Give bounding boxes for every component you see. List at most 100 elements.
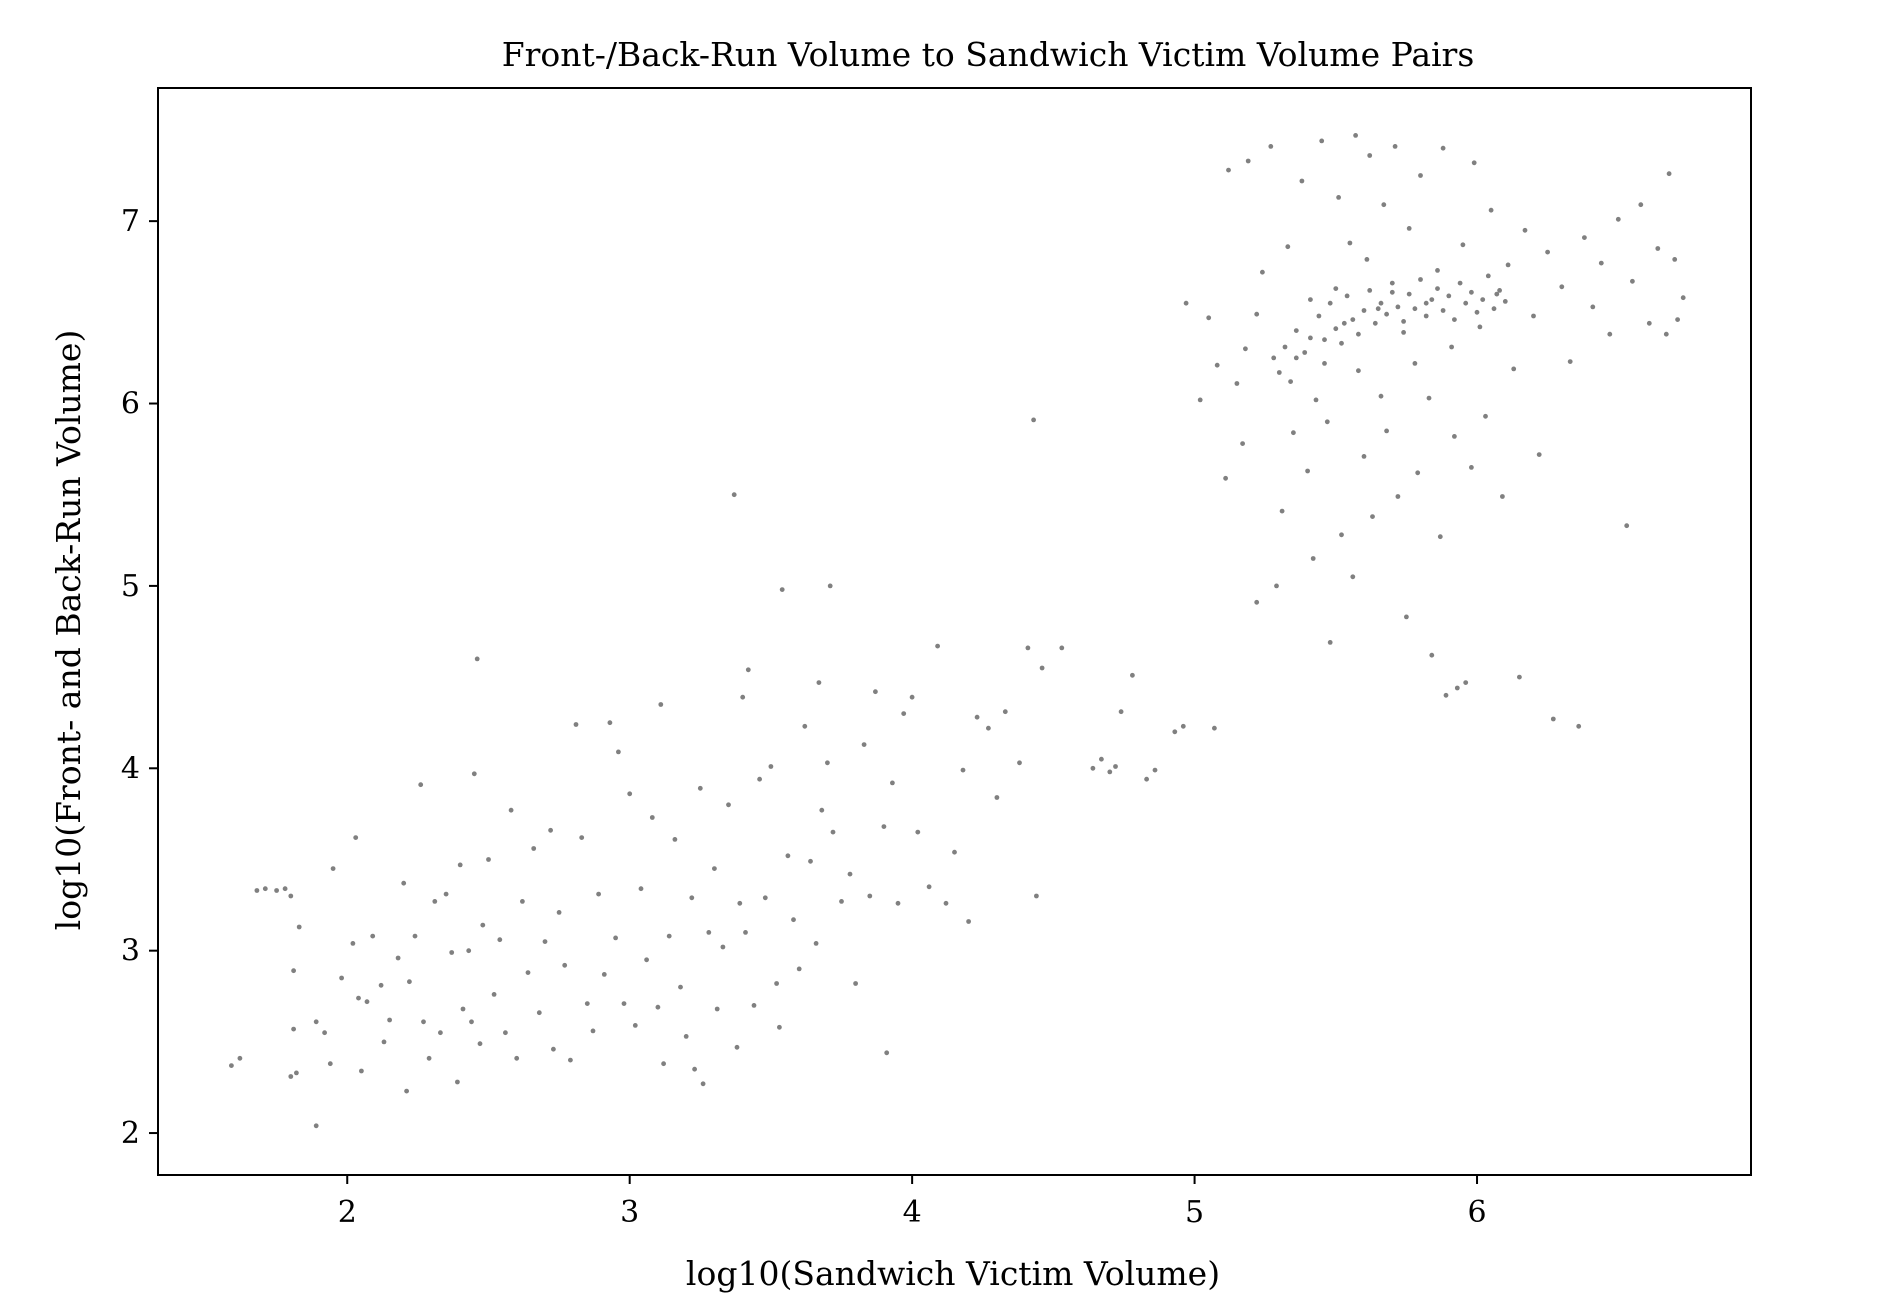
data-point [909,694,915,700]
x-tick-label: 2 [338,1195,357,1230]
data-point [237,1055,243,1061]
data-point [683,1034,689,1039]
data-point [1531,313,1536,319]
data-point [743,930,748,935]
data-point [1559,284,1565,290]
x-tick-label: 5 [1185,1195,1204,1230]
data-point [808,858,813,864]
data-point [1025,645,1031,651]
data-point [1299,178,1305,184]
data-point [313,1019,319,1025]
data-point [438,1030,443,1036]
data-point [1310,556,1316,561]
data-point [387,1017,392,1023]
data-point [288,1074,294,1079]
data-point [1367,288,1373,293]
data-point [296,924,302,930]
x-axis-label: log10(Sandwich Victim Volume) [686,1254,1220,1293]
data-point [627,791,633,797]
y-axis-ticks: 2 3 4 5 6 7 [121,204,158,1151]
data-point [1389,280,1395,286]
data-point [1322,361,1327,366]
data-point [480,922,486,928]
data-point [712,866,717,871]
y-tick-label: 3 [121,934,140,969]
data-point [443,891,449,897]
data-point [1090,765,1096,771]
data-point [1449,344,1454,350]
data-point [796,966,802,972]
data-point [678,984,683,990]
data-point [700,1081,706,1087]
data-point [1375,306,1381,312]
data-point [689,895,695,901]
data-point [1406,226,1412,231]
data-point [1002,709,1008,715]
data-point [1485,273,1491,279]
data-point [508,807,514,813]
data-point [412,933,418,939]
data-point [590,1028,596,1034]
x-tick-label: 3 [620,1195,639,1230]
data-point [1471,160,1477,166]
data-point [573,722,579,727]
data-point [1353,133,1358,138]
data-point [632,1023,638,1028]
data-point [1663,331,1669,337]
data-point [1305,468,1310,474]
data-point [491,992,497,997]
data-point [548,827,553,833]
data-point [1582,235,1587,241]
data-point [737,900,743,906]
data-point [1327,640,1333,645]
data-point [740,694,746,700]
data-point [288,893,294,899]
data-point [1384,428,1389,434]
data-point [1392,144,1398,149]
data-point [503,1030,508,1036]
data-point [1223,475,1228,481]
data-point [1488,207,1494,213]
x-tick-label: 4 [903,1195,922,1230]
data-point [943,900,949,906]
data-point [785,853,791,859]
data-point [819,807,825,813]
data-point [1364,257,1370,262]
data-point [745,667,751,673]
data-points [229,133,1686,1129]
data-point [568,1057,573,1063]
data-point [1333,326,1339,332]
data-point [1350,574,1356,580]
data-point [774,981,779,986]
data-point [873,689,878,695]
data-point [1522,227,1528,233]
data-point [1680,295,1686,301]
data-point [1429,652,1435,658]
data-point [1505,262,1511,268]
data-point [661,1061,666,1067]
data-point [1268,144,1274,149]
data-point [1107,769,1113,775]
data-point [1412,306,1418,312]
data-point [1443,692,1449,698]
data-point [1384,311,1389,317]
data-point [1361,454,1367,459]
data-point [816,680,822,685]
data-point [1437,534,1443,540]
data-point [655,1004,661,1010]
data-point [839,899,844,904]
data-point [1017,760,1022,766]
data-point [1356,368,1361,374]
data-point [432,899,438,904]
data-point [1638,202,1644,208]
data-point [1418,277,1423,282]
data-point [364,999,370,1005]
data-point [1666,171,1672,177]
data-point [556,910,562,915]
data-point [1435,286,1440,291]
data-point [1429,297,1435,302]
data-point [460,1006,466,1012]
data-point [1347,240,1353,246]
data-point [1401,330,1406,335]
data-point [542,939,548,944]
